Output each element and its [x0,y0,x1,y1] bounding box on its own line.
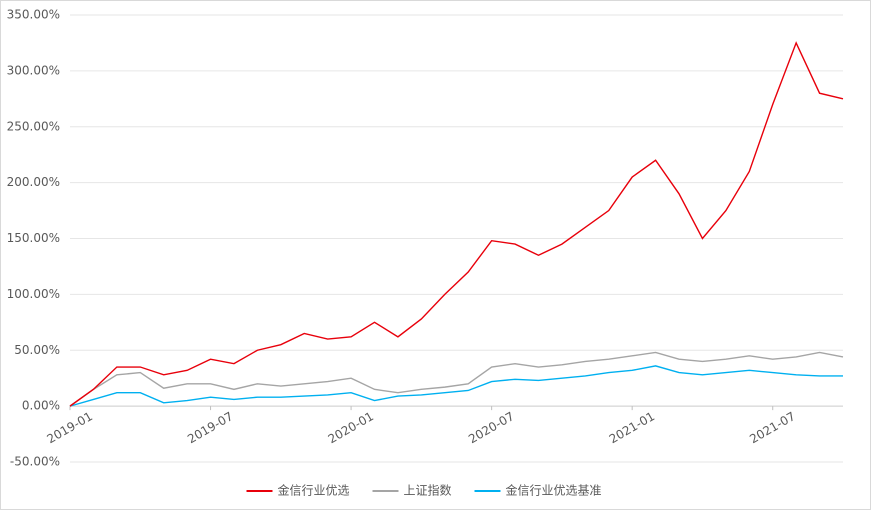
legend-label: 金信行业优选基准 [506,483,602,498]
y-tick-label: 0.00% [22,399,60,413]
y-tick-label: 150.00% [7,231,60,245]
y-tick-label: 300.00% [7,63,60,77]
series-line [69,351,844,407]
legend-label: 上证指数 [404,483,452,498]
series-line [69,365,843,407]
y-tick-label: 50.00% [14,343,60,357]
y-tick-label: 200.00% [7,175,60,189]
y-tick-label: -50.00% [10,455,60,469]
legend-label: 金信行业优选 [278,483,350,498]
series-line [69,41,844,407]
y-tick-label: 100.00% [7,287,60,301]
y-tick-label: 350.00% [7,8,60,22]
y-tick-label: 250.00% [7,119,60,133]
